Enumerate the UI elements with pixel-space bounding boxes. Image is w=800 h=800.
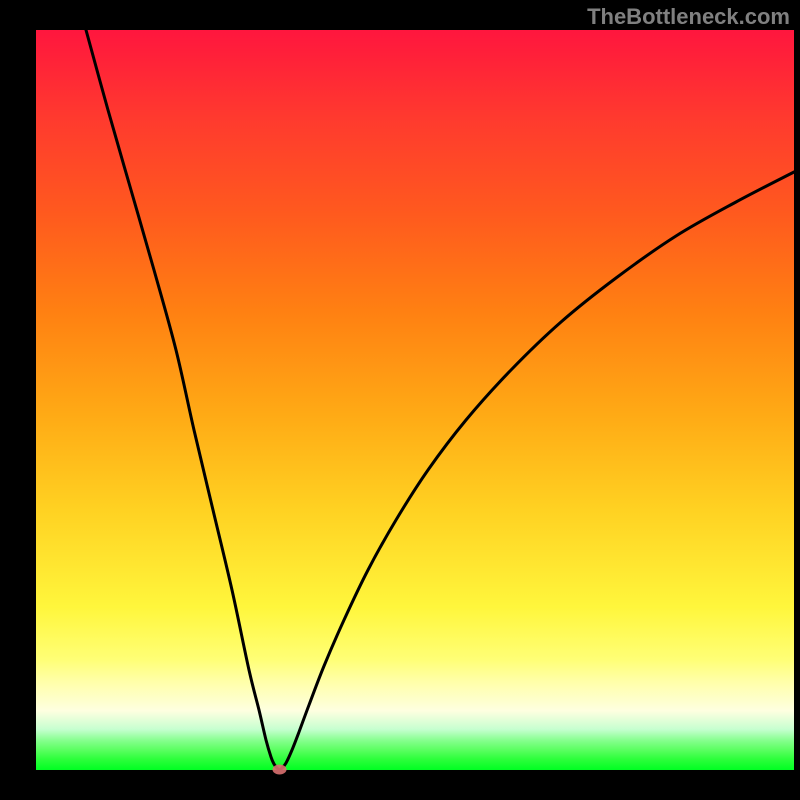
curve-layer <box>0 0 800 800</box>
watermark-text: TheBottleneck.com <box>587 4 790 30</box>
bottleneck-curve <box>86 30 794 770</box>
min-point-marker <box>273 765 287 775</box>
chart-canvas: TheBottleneck.com <box>0 0 800 800</box>
